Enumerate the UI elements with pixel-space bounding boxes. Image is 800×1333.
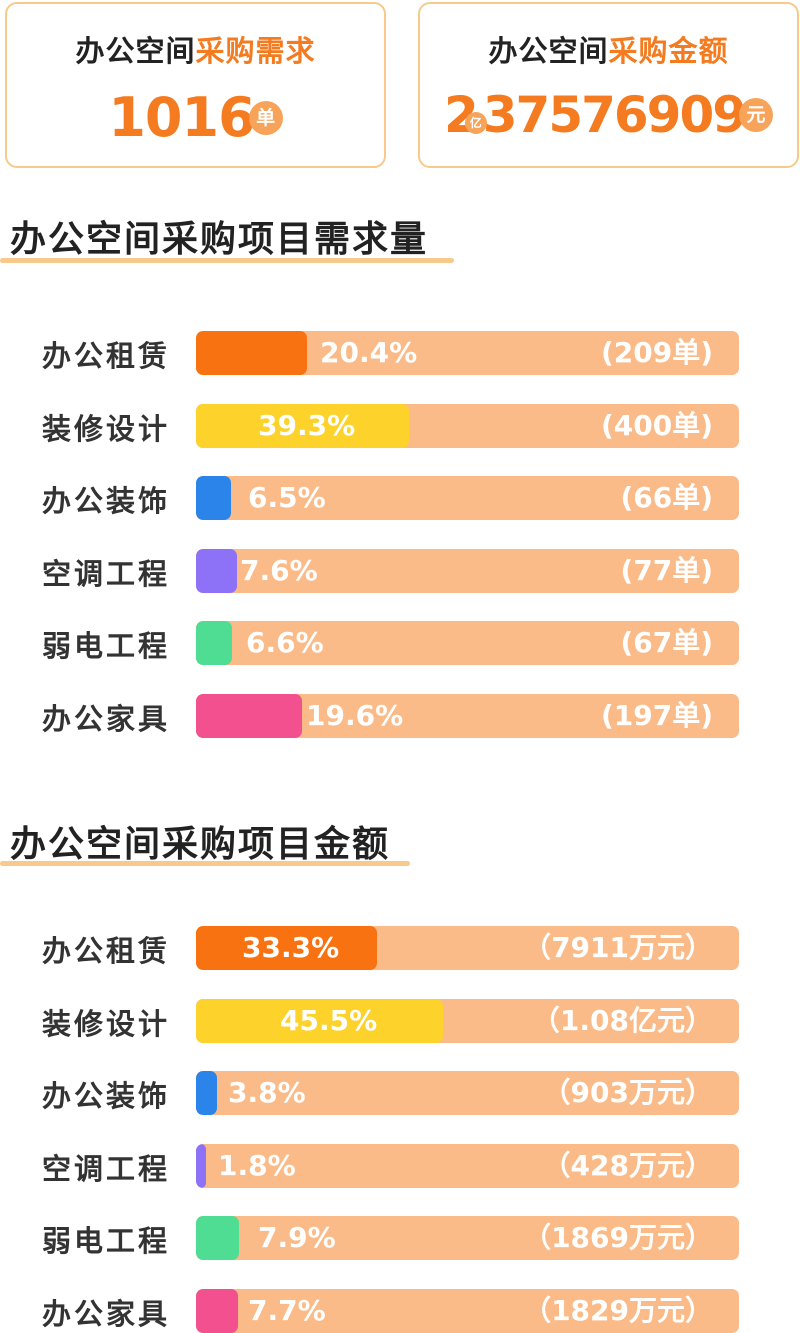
amount-section-underline — [0, 861, 410, 866]
amount-category-label: 装修设计 — [42, 1007, 171, 1041]
demand-bar — [196, 549, 237, 593]
amount-percent-label: 1.8% — [218, 1149, 296, 1182]
demand-count-label: (67单) — [620, 626, 713, 659]
demand-category-label: 办公家具 — [42, 702, 171, 736]
demand-bar — [196, 694, 302, 738]
amount-percent-label: 7.7% — [248, 1294, 326, 1327]
demand-percent-label: 7.6% — [240, 554, 318, 587]
demand-unit-badge: 单 — [248, 100, 283, 135]
amount-category-label: 空调工程 — [42, 1152, 171, 1186]
demand-bar-track: 19.6% (197单) — [196, 694, 739, 738]
amount-bar-track: 3.8% （903万元） — [196, 1071, 739, 1115]
amount-percent-label: 3.8% — [228, 1076, 306, 1109]
amount-bar — [196, 1289, 238, 1333]
amount-value-row: 2亿37576909元 — [420, 86, 797, 144]
demand-bar-track: 39.3% (400单) — [196, 404, 739, 448]
amount-bar — [196, 1071, 217, 1115]
amount-category-label: 办公租赁 — [42, 934, 171, 968]
demand-title-prefix: 办公空间 — [75, 34, 196, 68]
demand-section-underline — [0, 258, 454, 263]
demand-bar — [196, 621, 232, 665]
demand-section-title: 办公空间采购项目需求量 — [10, 219, 429, 260]
amount-percent-label: 7.9% — [258, 1221, 336, 1254]
demand-bar-track: 6.5% (66单) — [196, 476, 739, 520]
demand-bar-track: 20.4% (209单) — [196, 331, 739, 375]
amount-section-title: 办公空间采购项目金额 — [10, 824, 391, 865]
amount-summary-card: 办公空间采购金额 2亿37576909元 — [418, 2, 799, 168]
demand-percent-label: 19.6% — [306, 699, 404, 732]
demand-card-title: 办公空间采购需求 — [7, 28, 384, 70]
demand-count-label: (197单) — [600, 699, 713, 732]
amount-percent-label: 33.3% — [242, 931, 340, 964]
amount-bar — [196, 999, 443, 1043]
amount-count-label: （1829万元） — [523, 1294, 713, 1327]
demand-bar — [196, 331, 307, 375]
amount-bar-track: 45.5% （1.08亿元） — [196, 999, 739, 1043]
amount-card-title: 办公空间采购金额 — [420, 28, 797, 70]
demand-value-row: 1016单 — [7, 86, 384, 149]
amount-bar-track: 7.9% （1869万元） — [196, 1216, 739, 1260]
demand-category-label: 空调工程 — [42, 557, 171, 591]
demand-bar — [196, 404, 409, 448]
demand-percent-label: 39.3% — [258, 409, 356, 442]
demand-count-label: (209单) — [600, 336, 713, 369]
demand-category-label: 办公租赁 — [42, 339, 171, 373]
demand-percent-label: 6.6% — [246, 626, 324, 659]
amount-bar-track: 33.3% （7911万元） — [196, 926, 739, 970]
demand-bar-track: 6.6% (67单) — [196, 621, 739, 665]
demand-category-label: 办公装饰 — [42, 484, 171, 518]
amount-title-prefix: 办公空间 — [488, 34, 609, 68]
demand-summary-card: 办公空间采购需求 1016单 — [5, 2, 386, 168]
amount-title-highlight: 采购金额 — [608, 34, 729, 68]
demand-percent-label: 20.4% — [320, 336, 418, 369]
amount-category-label: 办公装饰 — [42, 1079, 171, 1113]
amount-count-label: （1869万元） — [523, 1221, 713, 1254]
amount-count-label: （903万元） — [542, 1076, 713, 1109]
amount-bar — [196, 926, 377, 970]
amount-category-label: 办公家具 — [42, 1297, 171, 1331]
amount-count-label: （7911万元） — [523, 931, 713, 964]
amount-percent-label: 45.5% — [280, 1004, 378, 1037]
demand-category-label: 弱电工程 — [42, 629, 171, 663]
amount-value-b: 37576909 — [482, 86, 747, 144]
demand-title-highlight: 采购需求 — [195, 34, 316, 68]
demand-category-label: 装修设计 — [42, 412, 171, 446]
amount-unit-mid-badge: 亿 — [464, 112, 487, 134]
amount-bar-track: 7.7% （1829万元） — [196, 1289, 739, 1333]
demand-count-label: (77单) — [620, 554, 713, 587]
demand-bar — [196, 476, 231, 520]
amount-bar — [196, 1216, 239, 1260]
amount-bar — [196, 1144, 206, 1188]
demand-bar-track: 7.6% (77单) — [196, 549, 739, 593]
demand-count-label: (400单) — [600, 409, 713, 442]
amount-bar-track: 1.8% （428万元） — [196, 1144, 739, 1188]
amount-count-label: （428万元） — [542, 1149, 713, 1182]
demand-count-label: (66单) — [620, 481, 713, 514]
amount-category-label: 弱电工程 — [42, 1224, 171, 1258]
amount-unit-badge: 元 — [739, 98, 774, 132]
demand-percent-label: 6.5% — [248, 481, 326, 514]
amount-count-label: （1.08亿元） — [531, 1004, 713, 1037]
demand-value: 1016 — [108, 86, 255, 149]
